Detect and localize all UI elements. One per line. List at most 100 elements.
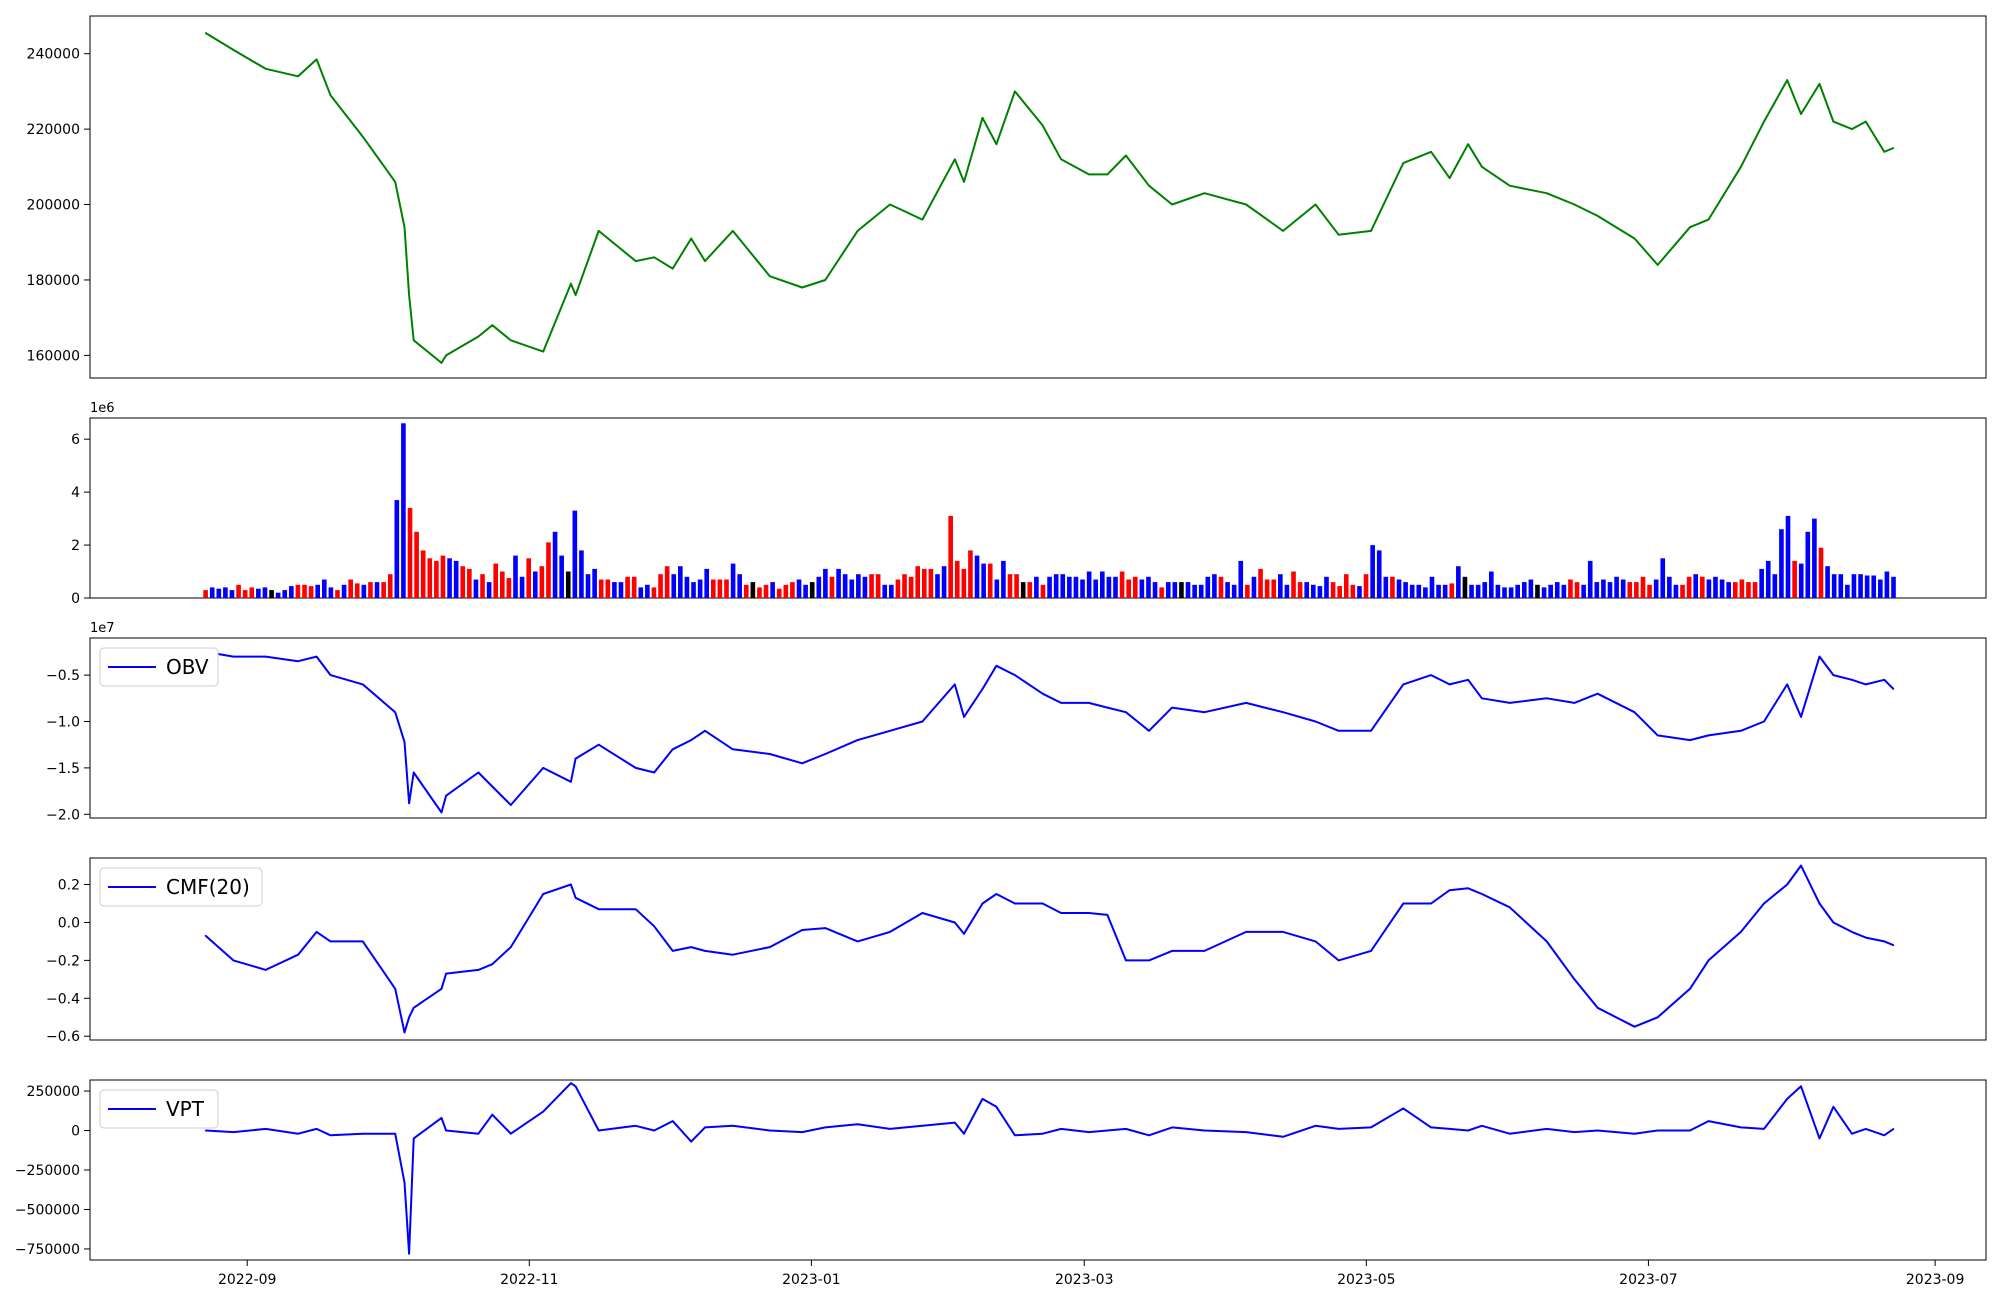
volume-bar [374,582,380,598]
volume-bar [1172,582,1178,598]
price-data-point [204,32,207,34]
vpt-data-point [1467,1129,1469,1132]
cmf-data-point [412,1007,415,1009]
volume-bar [1475,584,1481,598]
price-data-point [264,68,267,70]
volume-bar [1653,579,1659,598]
volume-bar [1686,576,1692,598]
price-y-ticks: 160000 180000 200000 220000 240000 [27,47,90,364]
volume-bar [513,555,518,598]
volume-bar [1673,584,1679,598]
volume-bar [862,576,868,598]
cmf-data-point [981,902,984,905]
obv-data-point [1707,734,1710,737]
volume-bar [295,584,301,598]
cmf-data-point [1402,902,1405,905]
volume-y-tick-label: 6 [71,432,80,448]
cmf-data-point [704,950,706,952]
volume-bar [1106,576,1112,598]
obv-data-point [510,804,512,806]
volume-bar [1462,576,1468,598]
volume-bar [361,584,367,598]
cmf-data-point [570,883,572,886]
price-data-point [510,339,512,342]
vpt-y-tick-label: 0 [71,1124,80,1140]
price-data-point [769,275,771,278]
price-data-point [1106,173,1109,176]
volume-bar [532,571,538,598]
vpt-data-point [1786,1098,1788,1100]
vpt-data-point [634,1125,637,1127]
volume-bar [1554,582,1560,598]
volume-bar [1878,579,1883,598]
volume-bar [387,574,393,598]
vpt-data-point [1865,1128,1867,1130]
price-data-point [1851,128,1853,130]
volume-bar [209,587,215,598]
obv-data-point [574,757,577,760]
volume-bar [1390,576,1395,598]
price-data-point [954,158,956,161]
cmf-y-tick-label: −0.6 [46,1029,80,1045]
vpt-axes-frame [89,1079,1987,1261]
obv-data-point [671,748,674,751]
volume-bar [1258,568,1263,598]
vpt-data-point [412,1137,415,1140]
cmf-data-point [408,1016,410,1019]
cmf-data-point [1314,940,1317,943]
volume-bar [1541,587,1547,598]
volume-bar [1396,579,1402,598]
volume-bar [638,587,644,598]
price-data-point [232,49,235,51]
vpt-data-point [1314,1125,1317,1127]
volume-bar [1726,582,1731,598]
vpt-data-point [1892,1128,1895,1130]
price-y-tick-label: 240000 [27,47,80,63]
volume-bar [869,574,874,598]
price-data-point [1402,162,1405,164]
price-data-point [1786,79,1788,81]
volume-bar [1278,574,1283,598]
vpt-data-point [1851,1132,1853,1135]
price-data-point [1088,173,1090,176]
volume-bar [1719,579,1725,598]
volume-bar [796,579,802,598]
volume-bar [467,568,472,598]
volume-bar [1165,582,1171,598]
vpt-data-point [1832,1106,1835,1108]
volume-bar [1192,584,1197,598]
cmf-data-point [1596,1007,1599,1009]
obv-data-point [491,785,494,788]
volume-bar [631,576,637,598]
volume-bar [262,587,268,598]
cmf-data-point [889,931,891,933]
price-data-point [1314,203,1317,206]
obv-data-point [232,655,235,658]
obv-data-point [403,741,406,743]
cmf-data-point [477,969,480,971]
volume-bar [737,574,742,598]
price-data-point [1573,203,1576,206]
price-data-point [574,294,577,296]
volume-bar [1515,584,1520,598]
cmf-data-point [264,969,267,971]
x-tick-label: 2023-05 [1337,1272,1396,1288]
vpt-data-point [1818,1137,1821,1140]
x-tick-label: 2023-07 [1619,1272,1678,1288]
price-y-tick-label: 200000 [27,198,80,214]
price-y-tick-label: 180000 [27,273,80,289]
cmf-data-point [1370,950,1372,952]
obv-y-ticks: −2.0 −1.5 −1.0 −0.5 [46,668,90,823]
price-data-point [634,260,637,262]
price-data-point [1430,151,1432,153]
volume-bar [447,558,452,598]
volume-bar [203,590,208,598]
price-data-point [1818,83,1821,85]
price-data-point [1370,230,1372,232]
volume-bar [882,584,888,598]
price-data-point [921,218,924,221]
volume-bar [829,576,835,598]
volume-bar [401,423,406,598]
volume-bar [559,555,564,598]
